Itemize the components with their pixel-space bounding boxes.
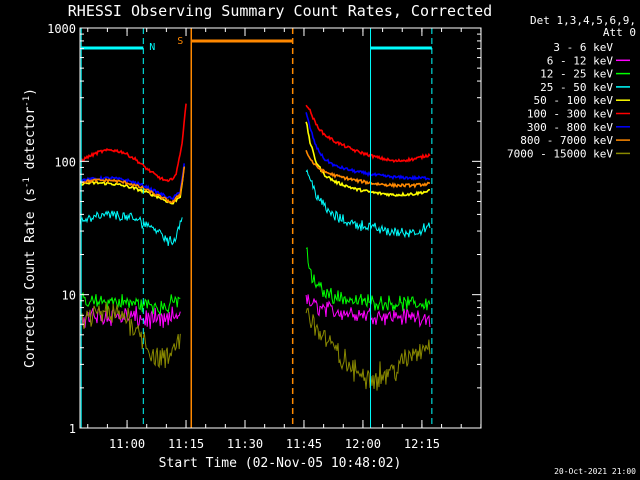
legend-header-line-2: Att 0 [603,26,636,39]
series-7000-15000-kev [79,302,431,391]
series-100-300-kev-segment-1 [79,103,187,183]
y-tick-label: 1000 [47,22,76,36]
y-axis-title-part: ) [23,88,38,96]
x-tick-label: 12:15 [404,437,440,451]
series-800-7000-kev-segment-1 [79,166,185,204]
series-25-50-kev-segment-1 [79,210,183,246]
series-3-6-kev-segment-2 [305,302,358,429]
x-tick-label: 11:30 [227,437,263,451]
plot-frame [79,27,482,429]
legend-label-300-800-kev: 300 - 800 keV [527,121,613,134]
series-300-800-kev-segment-2 [305,112,430,181]
x-tick-label: 12:00 [345,437,381,451]
y-tick-label: 100 [54,155,76,169]
legend-label-12-25-kev: 12 - 25 keV [540,68,613,81]
y-axis-title-superscript: -1 [22,96,32,107]
legend-label-25-50-kev: 25 - 50 keV [540,81,613,94]
night-saa-markers: NS [80,28,433,428]
series-50-100-kev-segment-2 [305,121,431,198]
series-6-12-kev-segment-2 [305,294,431,328]
series-3-6-kev-segment-1 [79,304,185,421]
plot-area [79,103,431,429]
series-800-7000-kev-segment-2 [305,149,430,189]
series-6-12-kev [79,294,431,329]
y-axis-title-part: Corrected Count Rate (s [23,188,38,368]
legend-label-7000-15000-kev: 7000 - 15000 keV [507,147,613,160]
legend-label-50-100-kev: 50 - 100 keV [534,94,614,107]
y-tick-label: 1 [69,422,76,436]
series-3-6-kev [79,302,431,429]
series-800-7000-kev [79,149,430,204]
x-tick-label: 11:15 [168,437,204,451]
chart-title: RHESSI Observing Summary Count Rates, Co… [68,2,492,20]
legend-label-6-12-kev: 6 - 12 keV [547,54,614,67]
series-25-50-kev [79,169,431,246]
footer-date: 20-Oct-2021 21:00 [554,467,636,476]
series-7000-15000-kev-segment-2 [305,307,431,391]
series-6-12-kev-segment-1 [79,306,181,329]
series-25-50-kev-segment-2 [305,169,431,239]
legend-header-line-1: Det 1,3,4,5,6,9, [530,14,636,27]
legend-label-100-300-kev: 100 - 300 keV [527,108,613,121]
y-axis-title-superscript: -1 [22,177,32,188]
series-3-6-kev-segment-3 [366,371,431,429]
y-tick-label: 10 [62,289,76,303]
y-axis: 1 10 100 1000 [47,22,481,436]
x-tick-label: 11:45 [286,437,322,451]
saa-marker-label: S [177,36,183,47]
series-12-25-kev-segment-2 [305,247,431,312]
legend-label-3-6-kev: 3 - 6 keV [553,41,613,54]
x-axis-title: Start Time (02-Nov-05 10:48:02) [159,456,402,471]
series-100-300-kev-segment-2 [305,104,431,164]
x-tick-label: 11:00 [109,437,145,451]
series-12-25-kev-segment-1 [79,291,181,316]
legend-label-800-7000-kev: 800 - 7000 keV [520,134,613,147]
x-axis: 11:00 11:15 11:30 11:45 12:00 12:15 [87,28,482,451]
series-7000-15000-kev-segment-1 [79,302,181,369]
night-marker-label: N [149,42,155,53]
series-100-300-kev [79,103,431,183]
y-axis-title: Corrected Count Rate (s-1 detector-1) [22,88,38,368]
y-axis-title-part: detector [23,107,38,178]
series-12-25-kev [79,247,431,316]
